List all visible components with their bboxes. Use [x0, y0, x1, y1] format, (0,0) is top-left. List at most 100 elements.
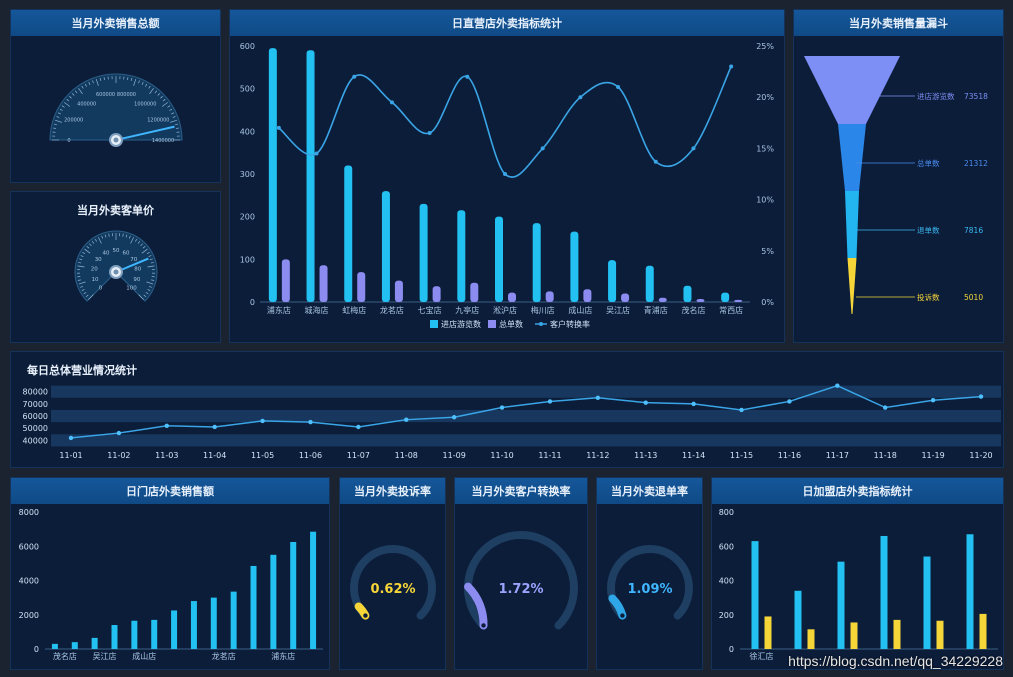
x-tick-label: 茂名店 [53, 651, 77, 661]
daily-panel: 每日总体营业情况统计 40000 50000 60000 70000 80000 11-0… [10, 351, 1004, 468]
y-tick-label: 800 [719, 508, 734, 517]
y-tick-label: 200 [719, 611, 734, 620]
gauge-tick-label: 40 [103, 250, 110, 256]
gauge-tick [83, 291, 87, 295]
complaint-ring: 0.62% [350, 545, 436, 620]
y-tick-label-left: 500 [240, 85, 255, 94]
store-bar [250, 565, 257, 649]
daily-point [930, 398, 936, 403]
ring-value: 1.09% [627, 582, 672, 597]
gauge-tick [160, 95, 163, 99]
ring-start-dot [363, 613, 368, 618]
conversion-ring: 1.72% [464, 531, 578, 630]
funnel-stage-value: 5010 [964, 293, 983, 302]
ring-value: 1.72% [498, 582, 543, 597]
gauge-tick [138, 294, 144, 300]
franchise-chart: 0 200 400 600 800 徐汇店 [719, 508, 998, 661]
gauge-tick [78, 261, 82, 264]
gauge-tick [148, 255, 152, 257]
conversion-point [691, 146, 696, 151]
funnel-layer [838, 124, 866, 191]
x-tick-label: 吴江店 [93, 651, 117, 661]
bar-visitors [645, 265, 654, 302]
x-tick-label: 龙茗店 [212, 651, 236, 661]
gauge-tick [104, 234, 107, 238]
store-bar [51, 643, 58, 649]
y-tick-label-left: 300 [240, 170, 255, 179]
gauge-tick-label: 30 [95, 257, 102, 263]
x-tick-label: 11-17 [826, 451, 849, 460]
bar-orders [394, 280, 403, 302]
gauge-tick [169, 108, 173, 111]
x-tick-label: 11-02 [107, 451, 130, 460]
funnel-layer [845, 191, 859, 258]
gauge-tick [80, 285, 84, 288]
store-bar [230, 591, 237, 649]
gauge-tick-label: 0 [67, 138, 70, 144]
store-bar [91, 637, 98, 649]
store-bar [190, 601, 197, 649]
x-tick-label: 11-06 [299, 451, 322, 460]
conversion-point [578, 95, 583, 100]
store-bar [71, 642, 78, 649]
y-tick-label: 400 [719, 577, 734, 586]
funnel-stage-label: 投诉数 [917, 292, 940, 302]
store-sales-chart: 0 2000 4000 6000 8000 茂名店 吴江店 成山店 龙茗店 浦东店 [19, 508, 323, 661]
gauge-tick [101, 235, 104, 239]
bar-orders [734, 299, 743, 302]
franchise-bar-visitors [880, 535, 888, 649]
gauge-tick [147, 289, 151, 292]
bar-visitors [381, 191, 390, 302]
gauge-tick [128, 235, 131, 239]
gauge-tick [84, 248, 91, 254]
gauge-tick [130, 77, 133, 82]
bar-orders [621, 293, 630, 302]
refund-panel: 当月外卖退单率 1.09% [596, 477, 703, 670]
daily-point [68, 435, 74, 441]
gauge-tick [141, 81, 144, 85]
x-tick-label: 七宝店 [418, 305, 442, 315]
gauge-tick [145, 291, 149, 295]
store-bar [111, 625, 118, 649]
gauge-tick [79, 258, 83, 261]
bar-visitors [419, 203, 428, 302]
gauge-tick [88, 81, 91, 85]
conversion-line [278, 66, 732, 178]
store-bar [151, 619, 158, 649]
y-tick-label: 70000 [23, 400, 48, 409]
gauge-tick [142, 245, 146, 249]
bar-orders [658, 297, 667, 302]
gauge-tick [146, 251, 150, 254]
gauge-tick [88, 294, 94, 300]
x-tick-label: 吴江店 [606, 305, 630, 315]
gauge-tick [78, 88, 83, 95]
gauge-tick [141, 248, 148, 254]
x-tick-label: 11-12 [586, 451, 609, 460]
gauge-tick [95, 79, 99, 86]
daily-chart: 40000 50000 60000 70000 80000 11-01 11-02 11-03… [23, 383, 1001, 460]
legend-label-conversion: 客户转换率 [550, 319, 590, 329]
funnel-stage-value: 21312 [964, 159, 988, 168]
band [51, 409, 1001, 423]
daily-point [308, 419, 313, 425]
x-tick-label: 常西店 [719, 305, 743, 315]
y-tick-label-left: 200 [240, 213, 255, 222]
x-tick-label: 茂名店 [681, 305, 705, 315]
y-tick-label: 60000 [23, 412, 48, 421]
bar-visitors [608, 260, 617, 302]
gauge-tick-label: 600000 [96, 92, 115, 98]
store-bar [270, 554, 277, 649]
bar-visitors [268, 48, 277, 302]
bar-orders [470, 282, 479, 302]
legend-swatch-visitors [430, 320, 438, 328]
watermark: https://blog.csdn.net/qq_34229228 [788, 653, 1003, 669]
x-tick-label: 11-11 [538, 451, 561, 460]
unit-price-title: 当月外卖客单价 [77, 204, 154, 217]
gauge-tick-label: 0 [99, 286, 103, 292]
x-tick-label: 11-10 [490, 451, 513, 460]
gauge-tick [125, 234, 128, 238]
store-bar [210, 597, 217, 649]
refund-ring: 1.09% [607, 545, 693, 620]
gauge-tick [127, 77, 129, 81]
x-tick-label: 11-14 [682, 451, 705, 460]
